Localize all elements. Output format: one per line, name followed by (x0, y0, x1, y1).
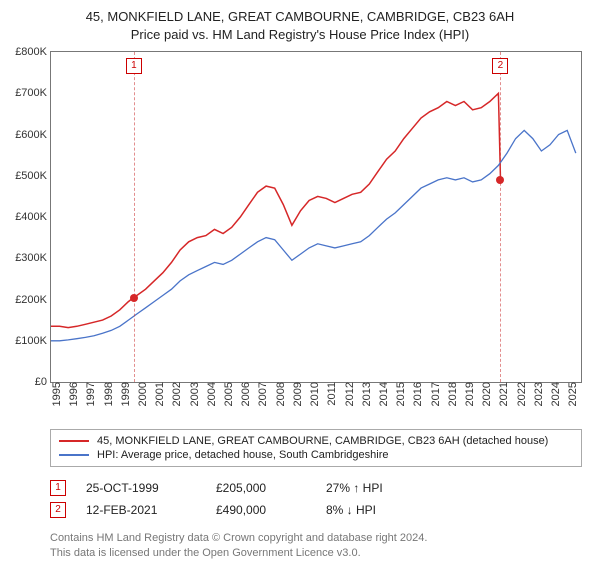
legend-item-hpi: HPI: Average price, detached house, Sout… (59, 448, 573, 462)
chart-title-line2: Price paid vs. HM Land Registry's House … (12, 26, 588, 44)
event-marker-box: 2 (492, 58, 508, 74)
chart-container: 45, MONKFIELD LANE, GREAT CAMBOURNE, CAM… (0, 0, 600, 571)
y-tick-label: £700K (15, 87, 51, 99)
series-line-property (51, 93, 501, 327)
y-tick-label: £800K (15, 46, 51, 58)
x-tick-label: 2014 (374, 382, 390, 406)
event-idx-badge: 1 (50, 480, 66, 496)
event-date: 12-FEB-2021 (86, 503, 196, 517)
y-tick-label: £500K (15, 170, 51, 182)
x-tick-label: 2022 (512, 382, 528, 406)
x-tick-label: 1997 (81, 382, 97, 406)
x-tick-label: 2008 (271, 382, 287, 406)
event-row: 2 12-FEB-2021 £490,000 8% ↓ HPI (50, 499, 582, 521)
x-tick-label: 2015 (391, 382, 407, 406)
legend: 45, MONKFIELD LANE, GREAT CAMBOURNE, CAM… (50, 429, 582, 467)
x-tick-label: 2003 (185, 382, 201, 406)
event-marker-dot (130, 294, 138, 302)
x-tick-label: 1998 (99, 382, 115, 406)
x-tick-label: 2001 (150, 382, 166, 406)
x-tick-label: 1995 (47, 382, 63, 406)
x-tick-label: 2017 (426, 382, 442, 406)
x-tick-label: 2011 (322, 382, 338, 406)
x-tick-label: 1996 (64, 382, 80, 406)
chart-title-line1: 45, MONKFIELD LANE, GREAT CAMBOURNE, CAM… (12, 8, 588, 26)
event-delta: 27% ↑ HPI (326, 481, 416, 495)
y-tick-label: £100K (15, 335, 51, 347)
x-tick-label: 2020 (477, 382, 493, 406)
x-tick-label: 2025 (563, 382, 579, 406)
event-delta: 8% ↓ HPI (326, 503, 416, 517)
legend-swatch-hpi (59, 454, 89, 456)
x-tick-label: 2012 (340, 382, 356, 406)
footer-line2: This data is licensed under the Open Gov… (50, 546, 582, 561)
event-vline (500, 52, 501, 382)
x-tick-label: 2006 (236, 382, 252, 406)
footer: Contains HM Land Registry data © Crown c… (50, 531, 582, 561)
x-tick-label: 2021 (494, 382, 510, 406)
x-tick-label: 2023 (529, 382, 545, 406)
event-vline (134, 52, 135, 382)
footer-line1: Contains HM Land Registry data © Crown c… (50, 531, 582, 546)
x-tick-label: 2004 (202, 382, 218, 406)
event-table: 1 25-OCT-1999 £205,000 27% ↑ HPI 2 12-FE… (50, 477, 582, 521)
x-tick-label: 2009 (288, 382, 304, 406)
y-tick-label: £300K (15, 252, 51, 264)
x-tick-label: 1999 (116, 382, 132, 406)
event-date: 25-OCT-1999 (86, 481, 196, 495)
x-tick-label: 2010 (305, 382, 321, 406)
event-idx-badge: 2 (50, 502, 66, 518)
legend-label-hpi: HPI: Average price, detached house, Sout… (97, 449, 388, 461)
x-tick-label: 2018 (443, 382, 459, 406)
x-tick-label: 2002 (167, 382, 183, 406)
legend-swatch-property (59, 440, 89, 442)
event-marker-dot (496, 176, 504, 184)
event-marker-box: 1 (126, 58, 142, 74)
legend-item-property: 45, MONKFIELD LANE, GREAT CAMBOURNE, CAM… (59, 434, 573, 448)
x-tick-label: 2019 (460, 382, 476, 406)
x-tick-label: 2016 (408, 382, 424, 406)
event-row: 1 25-OCT-1999 £205,000 27% ↑ HPI (50, 477, 582, 499)
x-tick-label: 2024 (546, 382, 562, 406)
legend-label-property: 45, MONKFIELD LANE, GREAT CAMBOURNE, CAM… (97, 435, 548, 447)
x-tick-label: 2005 (219, 382, 235, 406)
x-tick-label: 2000 (133, 382, 149, 406)
x-tick-label: 2007 (253, 382, 269, 406)
y-tick-label: £400K (15, 211, 51, 223)
x-tick-label: 2013 (357, 382, 373, 406)
event-price: £490,000 (216, 503, 306, 517)
y-tick-label: £600K (15, 129, 51, 141)
series-line-hpi (51, 130, 576, 340)
y-tick-label: £200K (15, 294, 51, 306)
line-layer (51, 52, 581, 382)
event-price: £205,000 (216, 481, 306, 495)
plot-area: £0£100K£200K£300K£400K£500K£600K£700K£80… (50, 51, 582, 383)
